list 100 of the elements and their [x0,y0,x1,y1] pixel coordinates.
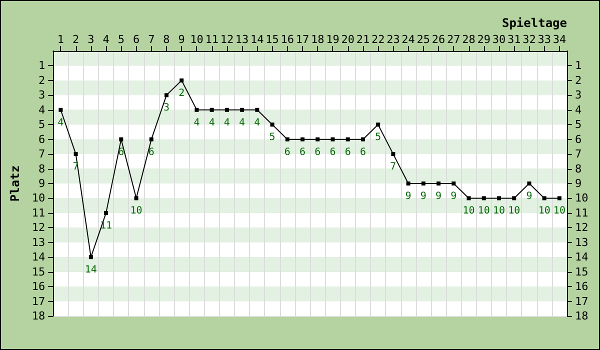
x-tick-label: 23 [386,33,400,46]
x-tick-label: 2 [72,33,80,46]
x-tick-label: 30 [492,33,506,46]
point [360,137,365,142]
y-tick-label: 17 [32,294,46,308]
point [346,137,350,142]
y2-tick-label: 13 [575,236,588,249]
y2-tick-label: 3 [575,88,582,102]
data-label: 4 [224,117,230,128]
point [270,122,274,127]
data-label: 10 [553,206,566,217]
point [406,182,410,186]
data-label: 10 [462,206,475,217]
y2-tick-label: 4 [575,103,582,116]
x-tick-label: 18 [311,33,324,46]
data-label: 6 [284,146,290,158]
x-tick-label: 22 [371,33,385,46]
y-tick-label: 8 [38,162,46,176]
x-tick-label: 26 [432,33,446,46]
point [376,122,380,127]
data-label: 9 [420,191,426,202]
point [164,93,168,98]
x-tick-label: 19 [326,33,340,46]
point [557,196,562,200]
data-label: 9 [436,191,442,202]
x-tick-label: 33 [538,33,551,46]
point [88,255,93,260]
point [436,182,441,186]
y-tick-label: 11 [32,206,46,220]
point [482,196,486,200]
data-label: 6 [360,146,366,158]
data-label: 2 [178,88,185,99]
x-tick-label: 6 [132,33,140,46]
y-tick-label: 4 [38,103,46,116]
data-label: 6 [330,146,336,158]
y-tick-label: 14 [32,250,46,264]
y2-tick-label: 8 [575,162,582,176]
y-tick-label: 12 [32,221,46,234]
y2-tick-label: 5 [575,118,582,132]
point [466,196,471,200]
x-tick-label: 32 [522,33,536,46]
y2-tick-label: 1 [575,59,582,72]
data-label: 10 [538,206,550,217]
y2-tick-label: 18 [575,310,588,322]
y2-tick-label: 17 [575,294,588,308]
point [58,108,63,112]
point [542,196,546,200]
y2-tick-label: 15 [575,265,588,278]
data-label: 9 [526,191,532,202]
x-tick-label: 34 [552,33,566,46]
point [316,137,320,142]
x-axis-title: Spieltage [502,16,567,30]
point [194,108,199,112]
data-label: 6 [148,146,154,158]
x-tick-label: 10 [190,33,204,46]
data-label: 4 [194,117,200,128]
point [421,182,426,186]
data-label: 4 [58,117,64,128]
x-tick-label: 16 [280,33,294,46]
y-tick-label: 3 [38,88,46,102]
point [330,137,335,142]
data-label: 7 [390,162,396,173]
x-tick-label: 28 [462,33,476,46]
y-axis-title: Platz [8,165,22,202]
y2-tick-label: 7 [575,148,582,161]
point [210,108,214,112]
x-tick-label: 31 [507,33,521,46]
y2-tick-label: 12 [575,221,588,234]
x-tick-label: 17 [296,33,310,46]
point [496,196,501,200]
point [300,137,305,142]
point [224,108,229,112]
y2-tick-label: 9 [575,177,582,190]
x-tick-label: 15 [266,33,279,46]
x-tick-label: 1 [57,33,64,46]
data-label: 14 [84,264,97,276]
point [74,152,78,156]
data-label: 6 [118,146,124,158]
point [527,182,532,186]
data-label: 6 [300,146,306,158]
x-tick-label: 3 [88,33,94,46]
data-label: 9 [450,191,457,202]
x-tick-label: 11 [205,33,218,46]
y-tick-label: 18 [32,310,46,322]
data-label: 10 [492,206,506,217]
data-label: 4 [208,117,215,128]
x-tick-label: 20 [341,33,354,46]
data-label: 6 [314,146,321,158]
y-tick-label: 5 [38,118,46,132]
point [240,108,244,112]
y-tick-label: 13 [32,236,46,249]
y-tick-label: 6 [38,132,46,146]
y-tick-label: 15 [32,265,46,278]
data-label: 10 [508,206,520,217]
y2-tick-label: 14 [575,250,589,264]
point [134,196,138,200]
point [149,137,154,142]
y-tick-label: 7 [38,148,46,161]
point [512,196,516,200]
x-tick-label: 8 [163,33,170,46]
